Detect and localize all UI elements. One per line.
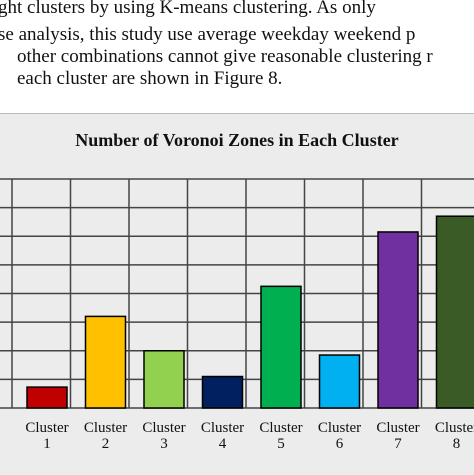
x-tick-label: Cluster 4 — [196, 420, 250, 452]
text-line: se analysis, this study use average week… — [0, 24, 415, 46]
bar — [437, 216, 474, 408]
x-tick-label: Cluster 8 — [430, 420, 474, 452]
x-tick-label: Cluster 6 — [313, 420, 367, 452]
bar — [320, 355, 360, 408]
chart-title: Number of Voronoi Zones in Each Cluster — [75, 130, 398, 150]
bar — [203, 377, 243, 408]
text-line: other combinations cannot give reasonabl… — [17, 46, 433, 68]
bar — [144, 351, 184, 408]
chart-area: Number of Voronoi Zones in Each Cluster … — [0, 113, 474, 475]
x-tick-label: Cluster 7 — [371, 420, 425, 452]
bar — [261, 286, 301, 408]
bar — [27, 387, 67, 408]
x-tick-label: Cluster 5 — [254, 420, 308, 452]
text-line: ght clusters by using K-means clustering… — [0, 0, 376, 19]
bar — [86, 316, 126, 408]
x-tick-label: Cluster 3 — [137, 420, 191, 452]
text-line: each cluster are shown in Figure 8. — [17, 68, 282, 90]
x-tick-label: Cluster 1 — [20, 420, 74, 452]
bar — [378, 232, 418, 408]
x-tick-label: Cluster 2 — [79, 420, 133, 452]
